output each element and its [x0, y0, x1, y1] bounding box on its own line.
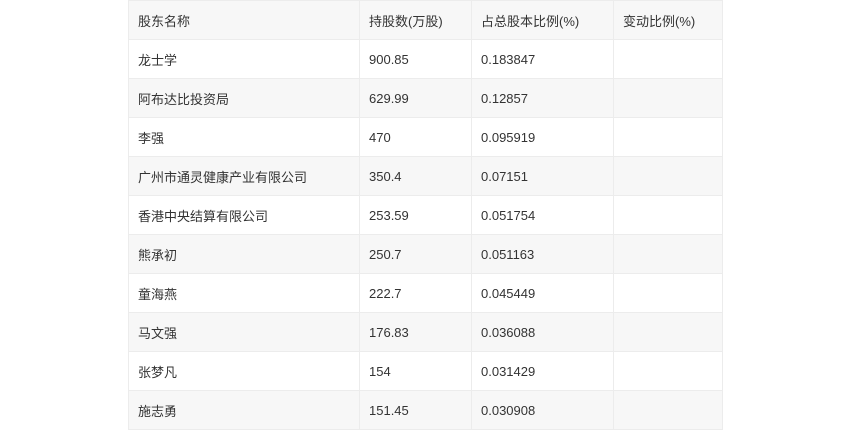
- cell-shares-held: 250.7: [359, 234, 472, 274]
- header-change-ratio: 变动比例(%): [613, 0, 723, 40]
- cell-shares-held: 253.59: [359, 195, 472, 235]
- cell-share-ratio: 0.030908: [471, 390, 614, 430]
- cell-change-ratio: [613, 117, 723, 157]
- cell-shareholder-name: 施志勇: [128, 390, 360, 430]
- cell-shareholder-name: 张梦凡: [128, 351, 360, 391]
- cell-change-ratio: [613, 273, 723, 313]
- cell-shares-held: 222.7: [359, 273, 472, 313]
- cell-change-ratio: [613, 312, 723, 352]
- cell-shares-held: 350.4: [359, 156, 472, 196]
- cell-share-ratio: 0.051754: [471, 195, 614, 235]
- cell-shareholder-name: 李强: [128, 117, 360, 157]
- cell-change-ratio: [613, 156, 723, 196]
- table-row: 马文强 176.83 0.036088: [128, 312, 723, 352]
- table-row: 施志勇 151.45 0.030908: [128, 390, 723, 430]
- cell-share-ratio: 0.07151: [471, 156, 614, 196]
- cell-share-ratio: 0.095919: [471, 117, 614, 157]
- cell-shareholder-name: 童海燕: [128, 273, 360, 313]
- cell-share-ratio: 0.036088: [471, 312, 614, 352]
- cell-change-ratio: [613, 78, 723, 118]
- header-shares-held: 持股数(万股): [359, 0, 472, 40]
- cell-shareholder-name: 广州市通灵健康产业有限公司: [128, 156, 360, 196]
- table-row: 李强 470 0.095919: [128, 117, 723, 157]
- table-row: 阿布达比投资局 629.99 0.12857: [128, 78, 723, 118]
- table-row: 香港中央结算有限公司 253.59 0.051754: [128, 195, 723, 235]
- cell-shareholder-name: 马文强: [128, 312, 360, 352]
- cell-shareholder-name: 阿布达比投资局: [128, 78, 360, 118]
- cell-shares-held: 470: [359, 117, 472, 157]
- table-row: 广州市通灵健康产业有限公司 350.4 0.07151: [128, 156, 723, 196]
- cell-shares-held: 900.85: [359, 39, 472, 79]
- header-shareholder-name: 股东名称: [128, 0, 360, 40]
- cell-share-ratio: 0.045449: [471, 273, 614, 313]
- cell-shares-held: 151.45: [359, 390, 472, 430]
- cell-change-ratio: [613, 234, 723, 274]
- cell-shareholder-name: 香港中央结算有限公司: [128, 195, 360, 235]
- table-row: 龙士学 900.85 0.183847: [128, 39, 723, 79]
- cell-share-ratio: 0.12857: [471, 78, 614, 118]
- cell-shares-held: 629.99: [359, 78, 472, 118]
- cell-shares-held: 154: [359, 351, 472, 391]
- shareholder-table: 股东名称 持股数(万股) 占总股本比例(%) 变动比例(%) 龙士学 900.85…: [128, 0, 723, 430]
- table-header-row: 股东名称 持股数(万股) 占总股本比例(%) 变动比例(%): [128, 0, 723, 40]
- cell-change-ratio: [613, 39, 723, 79]
- cell-share-ratio: 0.183847: [471, 39, 614, 79]
- cell-share-ratio: 0.051163: [471, 234, 614, 274]
- cell-share-ratio: 0.031429: [471, 351, 614, 391]
- cell-shareholder-name: 龙士学: [128, 39, 360, 79]
- table-row: 张梦凡 154 0.031429: [128, 351, 723, 391]
- table-row: 熊承初 250.7 0.051163: [128, 234, 723, 274]
- cell-shareholder-name: 熊承初: [128, 234, 360, 274]
- header-share-ratio: 占总股本比例(%): [471, 0, 614, 40]
- cell-change-ratio: [613, 195, 723, 235]
- cell-change-ratio: [613, 351, 723, 391]
- cell-shares-held: 176.83: [359, 312, 472, 352]
- cell-change-ratio: [613, 390, 723, 430]
- table-row: 童海燕 222.7 0.045449: [128, 273, 723, 313]
